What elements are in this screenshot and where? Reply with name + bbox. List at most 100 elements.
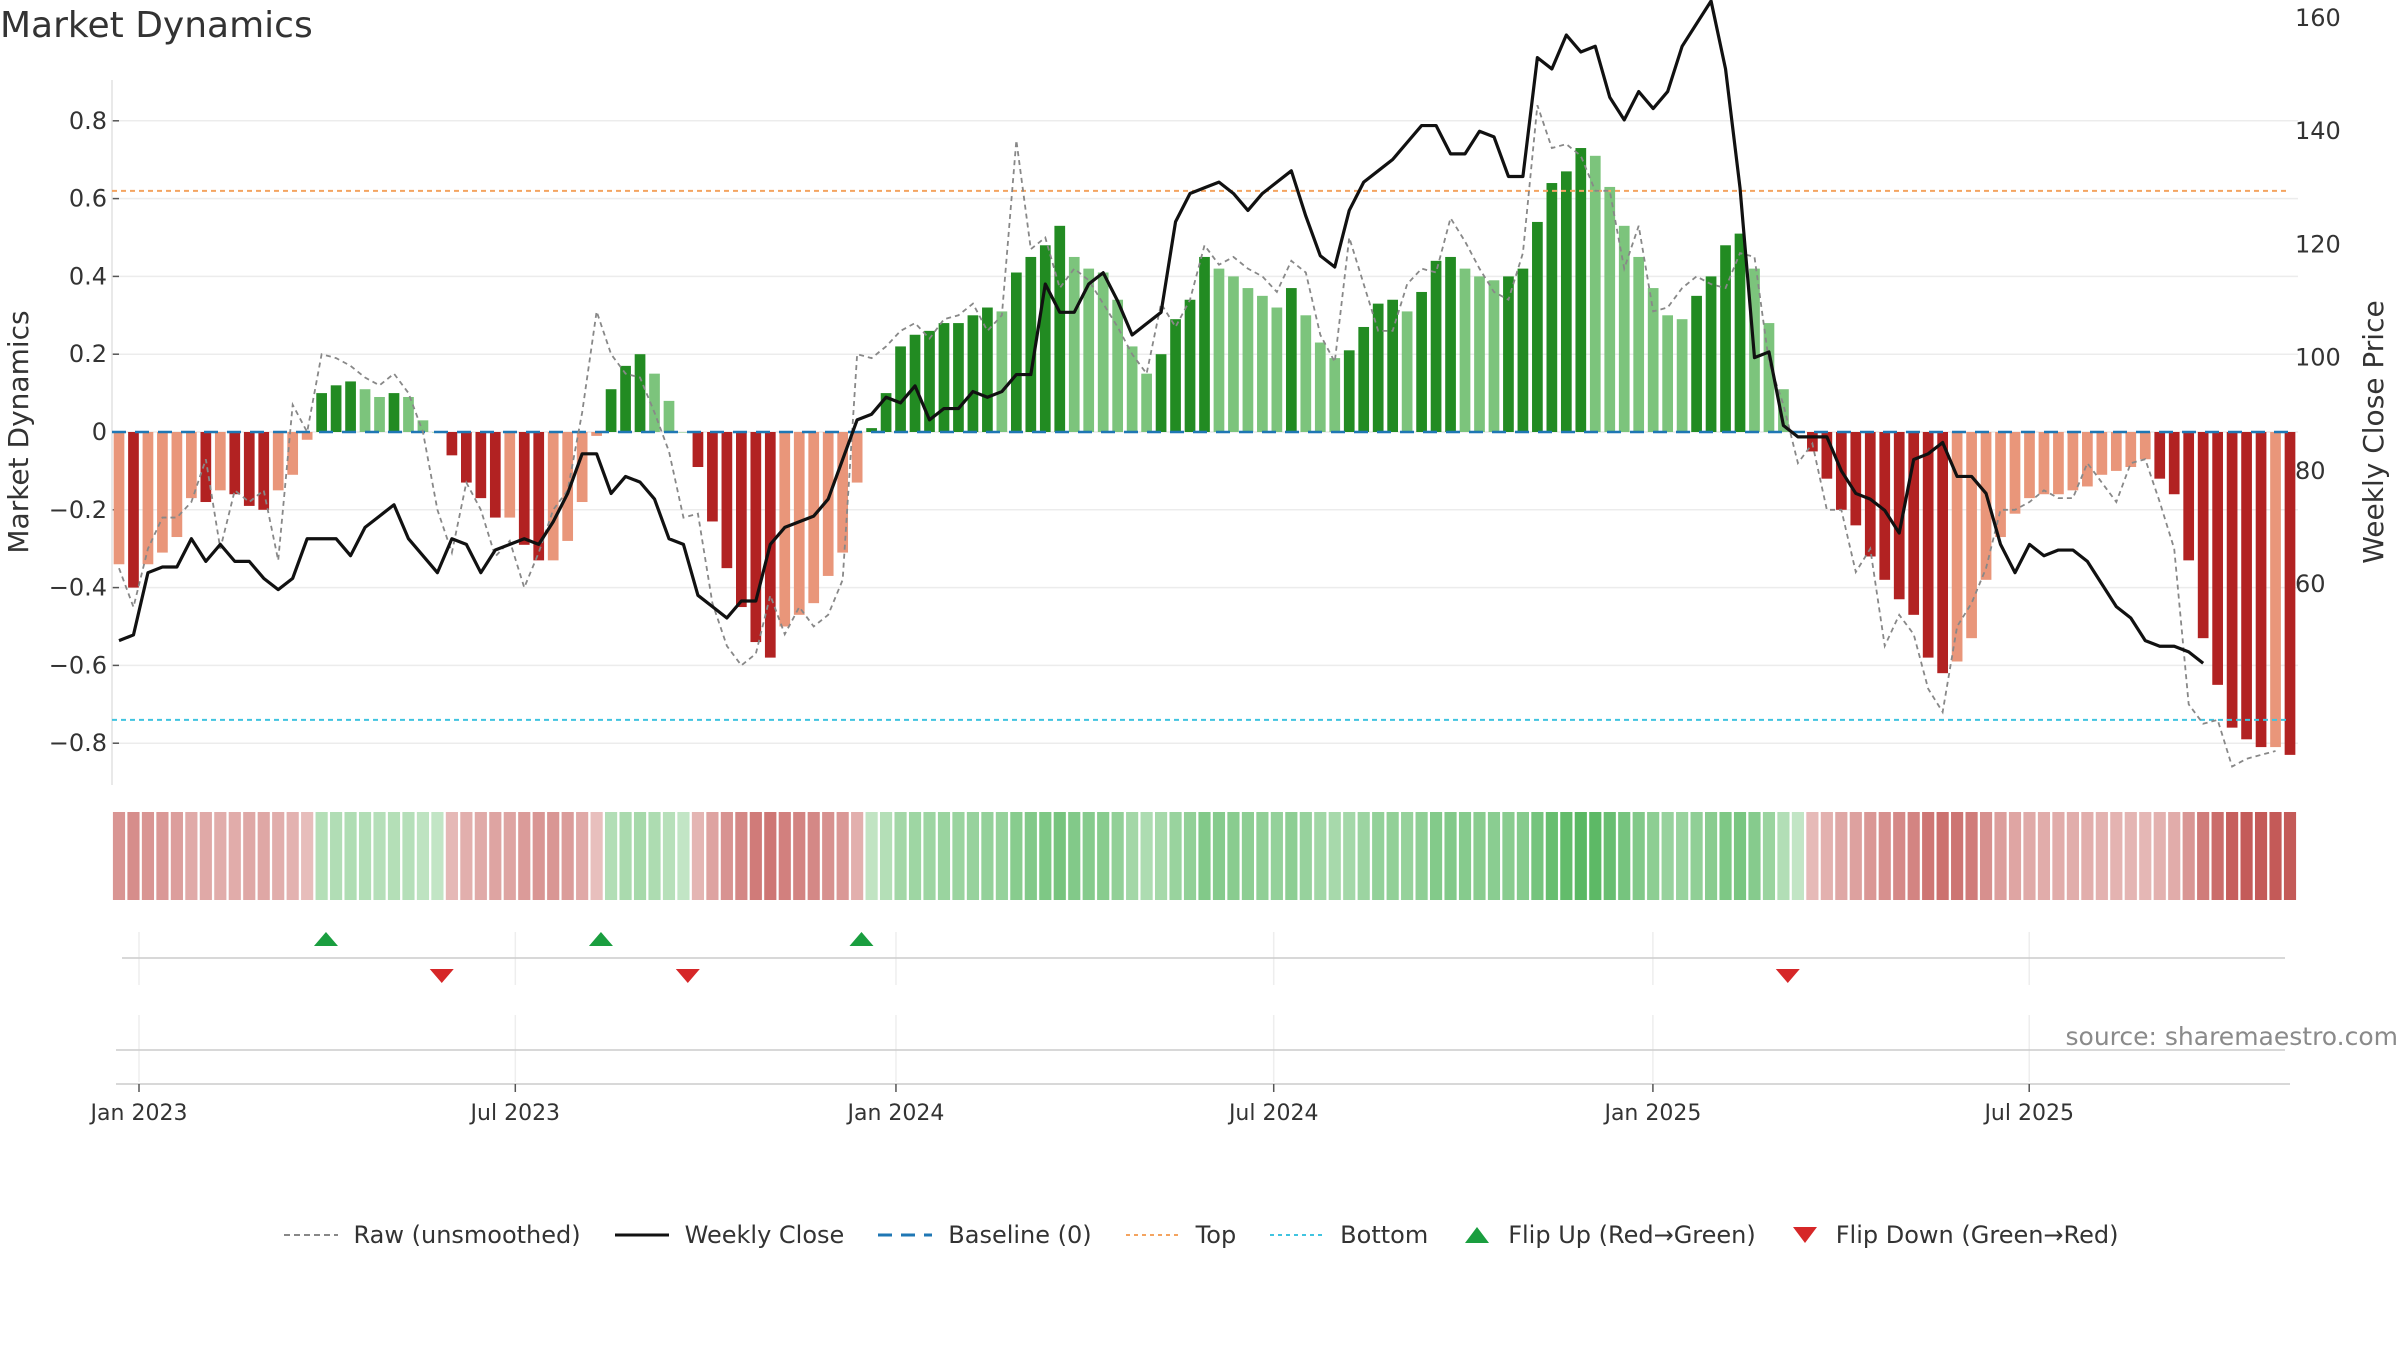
strip-cell: [489, 812, 502, 900]
strip-cell: [1444, 812, 1457, 900]
bar: [866, 428, 877, 432]
strip-cell: [1126, 812, 1139, 900]
bar: [1893, 432, 1905, 600]
bar: [2212, 432, 2223, 685]
bar: [128, 432, 139, 588]
legend-label-close: Weekly Close: [684, 1221, 845, 1249]
legend-close-swatch: [614, 1233, 669, 1237]
legend-item-close: Weekly Close: [613, 1221, 845, 1249]
raw-series-line: [118, 104, 2276, 768]
regime-strip: [112, 812, 2297, 900]
bar: [2009, 432, 2021, 514]
strip-cell: [1328, 812, 1341, 900]
bar: [330, 385, 342, 432]
bar: [504, 432, 516, 518]
strip-cell: [1806, 812, 1819, 900]
strip-cell: [1531, 812, 1544, 900]
bar: [1271, 307, 1283, 432]
strip-cell: [460, 812, 473, 900]
strip-cell: [344, 812, 357, 900]
bar: [461, 432, 472, 483]
strip-cell: [619, 812, 632, 900]
bar: [533, 432, 545, 561]
bar: [388, 393, 400, 432]
strip-cell: [2211, 812, 2224, 900]
strip-cell: [431, 812, 444, 900]
strip-cell: [1212, 812, 1226, 900]
legend: Raw (unsmoothed) Weekly Close Baseline (…: [0, 1217, 2400, 1253]
bar: [243, 432, 255, 506]
y-tick-label: −0.2: [49, 496, 107, 524]
strip-cell: [141, 812, 155, 900]
strip-cell: [2197, 812, 2210, 900]
strip-cell: [156, 812, 169, 900]
bar: [2096, 432, 2108, 475]
bar: [446, 432, 458, 456]
strip-cell: [1849, 812, 1862, 900]
strip-cell: [301, 812, 314, 900]
bar: [272, 432, 284, 491]
strip-cell: [1965, 812, 1978, 900]
strip-cell: [1820, 812, 1833, 900]
bar: [2125, 432, 2137, 468]
x-tick-label: Jan 2024: [846, 1101, 945, 1126]
bar: [113, 432, 125, 565]
bar: [822, 432, 834, 576]
bar: [1010, 272, 1022, 432]
lines-layer: [112, 0, 2290, 768]
strip-cell: [822, 812, 835, 900]
flip-markers: [116, 932, 2290, 1085]
strip-cell: [1603, 812, 1616, 900]
bar: [1879, 432, 1891, 580]
strip-cell: [633, 812, 647, 900]
legend-flip-down-icon: [1792, 1227, 1817, 1243]
bar: [1546, 183, 1558, 432]
strip-cell: [2139, 812, 2152, 900]
bar: [1517, 268, 1529, 432]
bar: [1734, 233, 1746, 432]
bar: [2284, 432, 2296, 755]
bar: [1416, 291, 1427, 432]
strip-cell: [1299, 812, 1312, 900]
strip-cell: [1097, 812, 1110, 900]
strip-cell: [1676, 812, 1689, 900]
strip-cell: [1994, 812, 2007, 900]
bar: [2154, 432, 2166, 479]
strip-cell: [880, 812, 893, 900]
legend-label-bottom: Bottom: [1340, 1221, 1429, 1249]
bar: [1589, 155, 1601, 432]
bar: [1358, 326, 1370, 432]
strip-cell: [1864, 812, 1877, 900]
bar: [316, 393, 327, 432]
bar: [2038, 432, 2050, 495]
bar: [909, 334, 921, 432]
legend-bottom-swatch: [1270, 1234, 1325, 1236]
strip-cell: [1487, 812, 1501, 900]
y2-tick-label: 120: [2295, 230, 2341, 258]
strip-cell: [474, 812, 487, 900]
bar: [1083, 268, 1095, 432]
strip-cell: [1068, 812, 1081, 900]
strip-cell: [445, 812, 458, 900]
flip-up-marker: [313, 932, 338, 946]
bar: [2183, 432, 2195, 561]
bar: [707, 432, 718, 522]
bar: [1864, 432, 1876, 557]
bar: [345, 381, 356, 432]
bar: [287, 432, 299, 475]
strip-cell: [1415, 812, 1428, 900]
bar: [301, 432, 313, 440]
bar: [2197, 432, 2209, 639]
strip-cell: [228, 812, 241, 900]
bar: [1445, 256, 1456, 432]
bar: [1503, 276, 1514, 432]
strip-cell: [706, 812, 719, 900]
bars-layer: [113, 148, 2296, 755]
strip-cell: [1010, 812, 1023, 900]
strip-cell: [1053, 812, 1066, 900]
flip-up-marker: [588, 932, 613, 946]
bar: [1575, 148, 1587, 432]
bar: [1401, 311, 1413, 432]
strip-cell: [2182, 812, 2195, 900]
